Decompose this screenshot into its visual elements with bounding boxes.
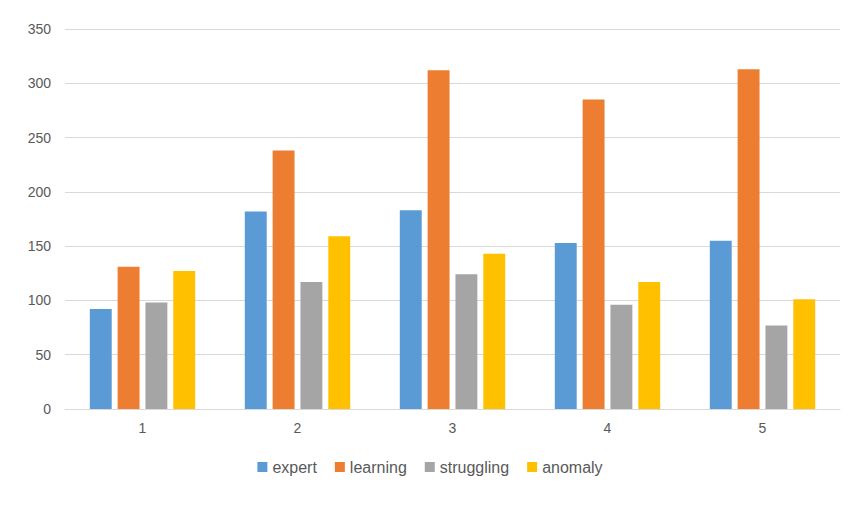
svg-text:250: 250: [28, 130, 52, 146]
svg-text:1: 1: [139, 420, 147, 436]
svg-text:50: 50: [35, 347, 51, 363]
svg-text:200: 200: [28, 184, 52, 200]
svg-text:4: 4: [604, 420, 612, 436]
svg-text:0: 0: [43, 401, 51, 417]
svg-text:expert: expert: [272, 459, 317, 476]
svg-text:learning: learning: [350, 459, 407, 476]
svg-text:150: 150: [28, 238, 52, 254]
svg-text:2: 2: [294, 420, 302, 436]
svg-text:3: 3: [449, 420, 457, 436]
svg-text:5: 5: [759, 420, 767, 436]
svg-text:anomaly: anomaly: [542, 459, 602, 476]
svg-text:300: 300: [28, 75, 52, 91]
svg-text:100: 100: [28, 292, 52, 308]
svg-text:350: 350: [28, 21, 52, 37]
svg-text:struggling: struggling: [440, 459, 509, 476]
